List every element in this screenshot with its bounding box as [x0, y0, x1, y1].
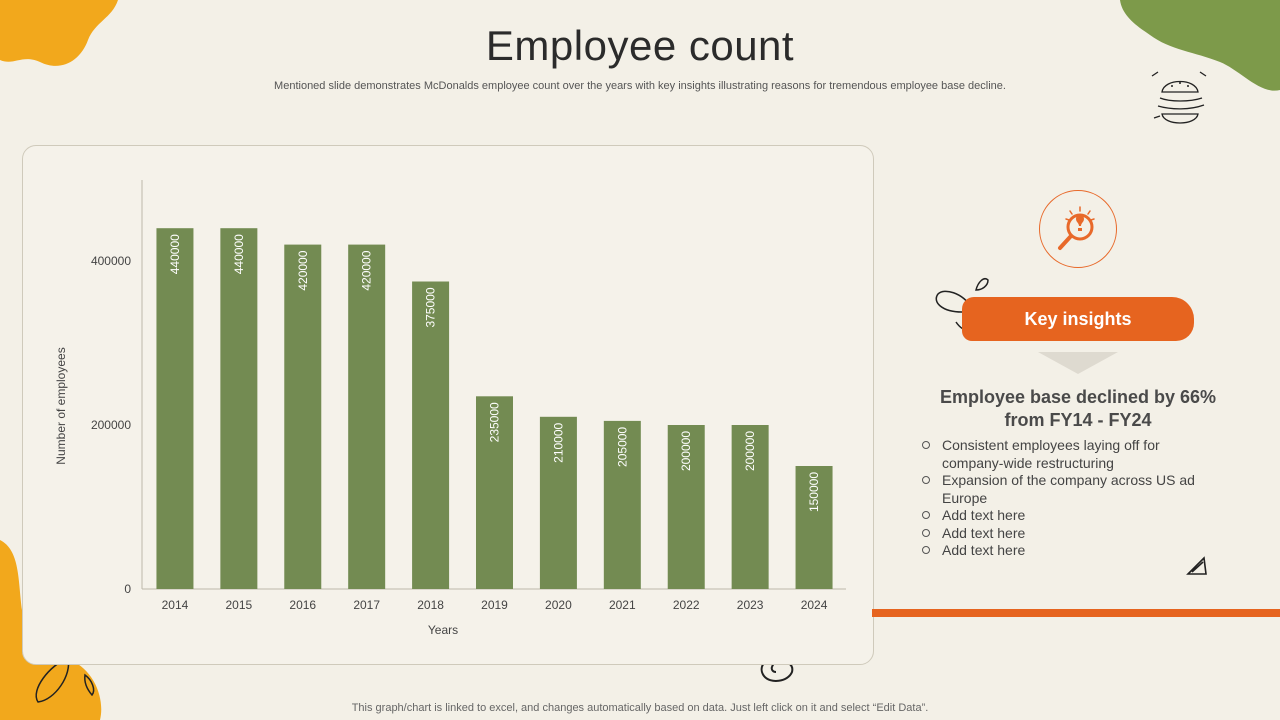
y-tick-labels: 0 200000 400000: [91, 254, 131, 596]
footer-note: This graph/chart is linked to excel, and…: [351, 702, 929, 714]
page-title: Employee count: [485, 22, 795, 69]
x-tick-label: 2023: [737, 598, 764, 612]
bar-2014[interactable]: [156, 228, 194, 589]
y-axis-title: Number of employees: [54, 347, 68, 464]
insight-item-text: Add text here: [942, 542, 1026, 558]
insight-item-text: Consistent employees laying off for comp…: [942, 437, 1160, 471]
bar-2020[interactable]: [539, 416, 577, 589]
insight-heading-line1: Employee base declined by 66%: [939, 387, 1217, 407]
bar-value-label: 440000: [232, 234, 246, 274]
burger-doodle-icon: [1151, 71, 1207, 124]
x-tick-label: 2017: [353, 598, 380, 612]
banner-shadow: [1038, 352, 1118, 374]
bar-value-label: 375000: [424, 287, 438, 327]
list-item: Consistent employees laying off for comp…: [922, 437, 1222, 472]
bar-value-label: 420000: [296, 250, 310, 290]
y-tick-label: 0: [124, 582, 131, 596]
bullet-icon: [922, 441, 930, 449]
x-tick-label: 2022: [673, 598, 700, 612]
lightbulb-magnifier-icon: [1039, 190, 1117, 268]
list-item: Add text here: [922, 525, 1222, 543]
bar-2017[interactable]: [348, 244, 386, 589]
bullet-icon: [922, 546, 930, 554]
bar-value-label: 235000: [488, 402, 502, 442]
bar-value-label: 420000: [360, 250, 374, 290]
bar-2021[interactable]: [603, 420, 641, 589]
bar-value-label: 210000: [551, 422, 565, 462]
bullet-icon: [922, 511, 930, 519]
insight-heading: Employee base declined by 66% from FY14 …: [918, 386, 1238, 432]
bars: 440000 440000 420000 420000 375000 235000 2100…: [156, 228, 833, 590]
bar-2015[interactable]: [220, 228, 258, 589]
bottom-left-yellow-blob: [0, 540, 102, 720]
x-tick-label: 2014: [162, 598, 189, 612]
x-tick-label: 2016: [289, 598, 316, 612]
insight-item-text: Add text here: [942, 507, 1026, 523]
y-tick-label: 200000: [91, 418, 131, 432]
bar-value-label: 200000: [743, 431, 757, 471]
accent-divider: [872, 609, 1280, 617]
page-subtitle: Mentioned slide demonstrates McDonalds e…: [274, 80, 1006, 92]
bar-2019[interactable]: [476, 396, 513, 589]
list-item: Add text here: [922, 542, 1222, 560]
bar-chart[interactable]: 0 200000 400000 440000 440000 420000 420000 37…: [23, 146, 873, 664]
bar-2022[interactable]: [667, 425, 705, 589]
bar-2024[interactable]: [795, 466, 833, 589]
insight-heading-line2: from FY14 - FY24: [1004, 410, 1152, 430]
insight-item-text: Expansion of the company across US ad Eu…: [942, 472, 1195, 506]
x-tick-label: 2018: [417, 598, 444, 612]
bar-2016[interactable]: [284, 244, 322, 589]
top-right-green-blob: [1120, 0, 1280, 91]
key-insights-banner: Key insights: [962, 297, 1194, 341]
bar-value-label: 200000: [679, 431, 693, 471]
triangle-doodle: [1186, 556, 1207, 575]
insight-item-text: Add text here: [942, 524, 1026, 541]
x-tick-label: 2024: [801, 598, 828, 612]
bar-2023[interactable]: [731, 425, 769, 589]
x-tick-label: 2020: [545, 598, 572, 612]
top-left-yellow-blob: [0, 0, 118, 66]
list-item: Expansion of the company across US ad Eu…: [922, 472, 1222, 507]
bullet-icon: [922, 528, 930, 537]
bullet-icon: [922, 476, 930, 484]
x-axis-title: Years: [428, 623, 458, 637]
x-tick-label: 2021: [609, 598, 636, 612]
list-item: Add text here: [922, 507, 1222, 525]
bar-value-label: 150000: [807, 472, 821, 512]
x-tick-label: 2015: [226, 598, 253, 612]
bar-value-label: 440000: [168, 234, 182, 274]
bar-2018[interactable]: [412, 281, 450, 590]
x-tick-label: 2019: [481, 598, 508, 612]
insight-list: Consistent employees laying off for comp…: [922, 437, 1222, 560]
bar-value-label: 205000: [615, 427, 629, 467]
y-tick-label: 400000: [91, 254, 131, 268]
chart-panel[interactable]: 0 200000 400000 440000 440000 420000 420000 37…: [22, 145, 874, 665]
x-tick-labels: 2014 2015 2016 2017 2018 2019 2020 2021 2022 2023…: [162, 598, 828, 612]
